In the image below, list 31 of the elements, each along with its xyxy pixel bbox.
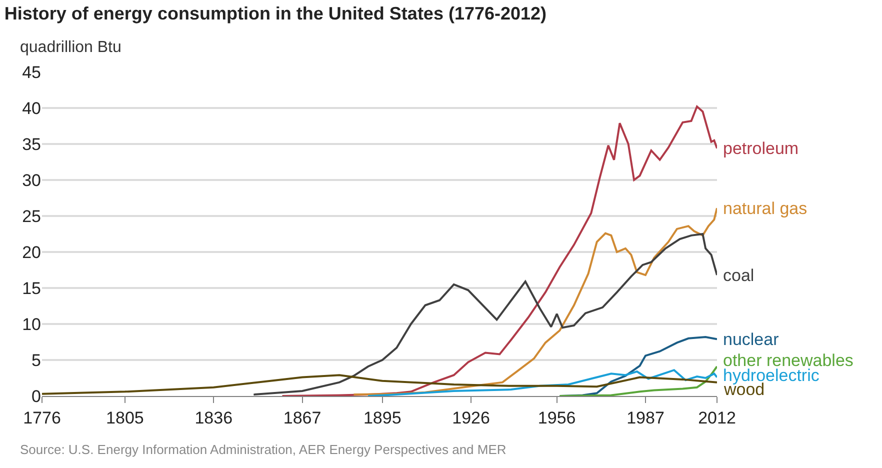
x-tick-label: 1895	[363, 408, 402, 428]
x-tick-label: 1987	[626, 408, 664, 428]
y-tick-label: 30	[22, 170, 41, 190]
x-tick-label: 1776	[23, 408, 61, 428]
line-series	[252, 233, 717, 396]
line-series	[281, 106, 717, 396]
line-series	[558, 365, 717, 396]
y-tick-label: 40	[22, 98, 41, 118]
y-tick-label: 35	[22, 134, 41, 154]
series-label: natural gas	[723, 199, 808, 218]
series-label: petroleum	[723, 139, 799, 158]
y-tick-label: 5	[32, 350, 41, 370]
x-tick-label: 1956	[538, 408, 576, 428]
series-label: nuclear	[723, 330, 780, 349]
chart-title: History of energy consumption in the United States (1776-2012)	[4, 4, 547, 24]
y-tick-label: 45	[22, 62, 41, 82]
x-tick-label: 1926	[452, 408, 490, 428]
series-label: coal	[723, 266, 754, 285]
line-series	[352, 207, 717, 396]
x-tick-label: 1836	[194, 408, 233, 428]
y-axis-title: quadrillion Btu	[20, 39, 122, 56]
x-tick-label: 1867	[283, 408, 322, 428]
line-series	[367, 369, 717, 396]
y-tick-label: 10	[22, 314, 41, 334]
source-note: Source: U.S. Energy Information Administration, AER Energy Perspectives and MER	[20, 442, 506, 457]
y-tick-label: 15	[22, 278, 41, 298]
x-tick-label: 2012	[698, 408, 736, 428]
y-tick-label: 20	[22, 242, 41, 262]
y-tick-label: 0	[32, 386, 41, 406]
y-tick-label: 25	[22, 206, 41, 226]
x-tick-label: 1805	[106, 408, 144, 428]
